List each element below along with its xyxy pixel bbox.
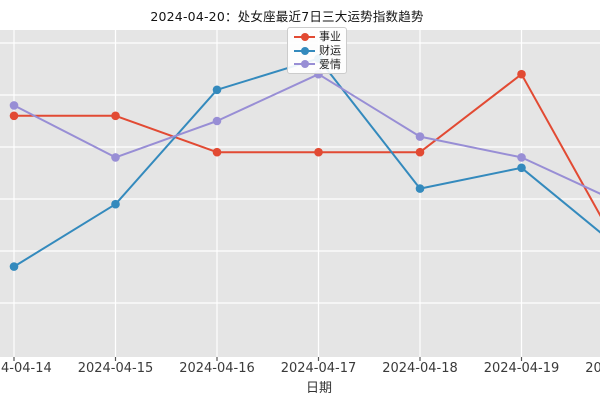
plot-background bbox=[0, 30, 600, 357]
love-point bbox=[9, 101, 19, 110]
wealth-point bbox=[415, 184, 425, 193]
wealth-legend-marker-icon bbox=[294, 46, 315, 55]
career-point bbox=[517, 69, 526, 79]
career-legend-marker-icon bbox=[294, 32, 315, 41]
chart-title: 2024-04-20：处女座最近7日三大运势指数趋势 bbox=[150, 9, 424, 24]
wealth-point bbox=[517, 163, 526, 173]
legend-item-wealth: 财运 bbox=[293, 44, 341, 58]
career-point bbox=[212, 147, 222, 157]
legend-item-love: 爱情 bbox=[293, 57, 341, 71]
career-point bbox=[415, 147, 425, 157]
legend: 事业 财运 爱情 bbox=[287, 27, 347, 74]
legend-label: 爱情 bbox=[319, 57, 341, 71]
wealth-point bbox=[212, 85, 222, 95]
wealth-point bbox=[9, 262, 19, 271]
legend-label: 事业 bbox=[319, 30, 341, 44]
love-legend-marker-icon bbox=[294, 60, 315, 69]
career-point bbox=[111, 111, 120, 121]
love-point bbox=[517, 153, 526, 162]
career-point bbox=[314, 147, 323, 157]
legend-item-career: 事业 bbox=[293, 30, 341, 44]
legend-label: 财运 bbox=[319, 44, 341, 57]
x-axis-label: 日期 bbox=[305, 381, 333, 396]
career-point bbox=[9, 111, 19, 121]
love-point bbox=[415, 132, 425, 141]
wealth-point bbox=[111, 199, 120, 209]
love-point bbox=[111, 153, 120, 162]
love-point bbox=[212, 116, 222, 126]
